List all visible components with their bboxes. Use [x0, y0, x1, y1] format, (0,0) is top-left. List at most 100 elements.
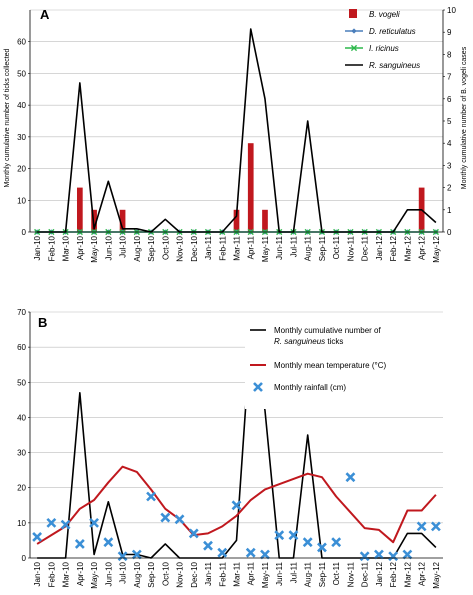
panel-b-x-tick-label: May-11	[261, 561, 270, 588]
panel-a-x-tick-label: Dec-11	[361, 235, 370, 261]
panel-a-x-tick-label: Jan-11	[204, 235, 213, 259]
panel-b-point-rainfall	[203, 540, 213, 551]
panel-a-x-tick-label: Sep-10	[147, 235, 156, 261]
panel-b-y-tick-label: 60	[17, 343, 26, 352]
panel-b-rainfall-points	[32, 472, 441, 562]
panel-b-point-rainfall	[373, 549, 384, 560]
panel-a-y2-tick-label: 0	[447, 228, 452, 237]
panel-b-y-tick-label: 20	[17, 484, 26, 493]
panel-b-x-tick-label: Dec-11	[361, 561, 370, 587]
panel-b-point-rainfall	[89, 517, 100, 528]
panel-b-x-tick-label: Oct-11	[332, 561, 341, 585]
panel-a-y2-tick-label: 2	[447, 184, 452, 193]
panel-b-x-tick-label: Jan-10	[33, 561, 42, 586]
panel-b-x-tick-label: Mar-10	[62, 561, 71, 587]
panel-b-x-tick-label: Dec-10	[190, 561, 199, 587]
panel-a-axes	[28, 9, 445, 233]
panel-a-y-tick-label: 60	[17, 38, 26, 47]
panel-a-y-tick-label: 10	[17, 196, 26, 205]
panel-a-x-tick-label: Apr-12	[418, 235, 427, 260]
panel-b-y-tick-label: 50	[17, 378, 26, 387]
panel-b-point-rainfall	[416, 521, 427, 532]
panel-a-x-tick-label: Jan-10	[33, 235, 42, 260]
panel-b-x-tick-label: Sep-11	[318, 561, 327, 587]
panel-b-x-tick-label: Feb-12	[389, 561, 398, 587]
panel-b-x-tick-label: Jul-10	[119, 561, 128, 583]
panel-b-point-rainfall	[260, 549, 270, 560]
panel-a-x-tick-label: Aug-11	[304, 235, 313, 261]
panel-b-legend-label-line2: R. sanguineus ticks	[274, 337, 343, 346]
panel-b-legend-marker	[253, 382, 263, 392]
panel-b-point-rainfall	[103, 537, 114, 548]
panel-a-legend-label: D. reticulatus	[369, 27, 416, 36]
panel-a-y2-tick-label: 3	[447, 161, 452, 170]
panel-b-y-tick-label: 10	[17, 519, 26, 528]
panel-b-point-rainfall	[288, 530, 299, 541]
panel-a-y2-tick-label: 4	[447, 139, 452, 148]
panel-b-axes	[28, 311, 443, 559]
panel-a-x-tick-label: Feb-12	[389, 235, 398, 261]
panel-b-point-rainfall	[245, 547, 256, 558]
panel-b-point-rainfall	[131, 549, 142, 560]
panel-a-y2-tick-label: 5	[447, 117, 452, 126]
panel-b-y-tick-label: 0	[22, 554, 27, 563]
panel-a-x-tick-label: Oct-11	[332, 235, 341, 259]
panel-b-x-tick-label: Aug-11	[304, 561, 313, 587]
panel-a-x-tick-label: Jun-11	[275, 235, 284, 259]
panel-a-legend: B. vogeli D. reticulatus I. ricinus R. sang…	[345, 9, 420, 70]
panel-a-x-tick-label: Feb-11	[218, 235, 227, 260]
panel-a-x-tick-label: Jun-10	[104, 235, 113, 260]
panel-b-x-tick-label: Sep-10	[147, 561, 156, 587]
panel-a-gridlines	[30, 9, 443, 201]
panel-b-point-rainfall	[359, 551, 370, 562]
panel-a-x-tick-label: May-10	[90, 235, 99, 262]
panel-b-x-tick-label: Jul-11	[289, 561, 298, 583]
panel-b-legend-label: Monthly mean temperature (°C)	[274, 361, 386, 370]
panel-b-point-rainfall	[117, 551, 128, 562]
panel-b-x-tick-label: Mar-12	[403, 561, 412, 587]
panel-b-x-tick-label: Mar-11	[233, 561, 242, 586]
panel-b-x-tick-label: Apr-10	[76, 561, 85, 586]
panel-a-x-tick-label: Jul-11	[289, 235, 298, 257]
panel-b-point-rainfall	[430, 521, 441, 532]
panel-b-x-tick-label: Feb-10	[47, 561, 56, 587]
panel-a-x-tick-label: Jul-10	[119, 235, 128, 257]
panel-a-y-tick-label: 20	[17, 165, 26, 174]
panel-a-chart: 0 10 20 30 40 50 60 0 1 2 3 4 5 6 7 8 9 10 Jan-10 Feb-10 M…	[4, 6, 468, 263]
panel-b-x-tick-label: Nov-11	[346, 561, 355, 587]
panel-b-point-rainfall	[217, 547, 228, 558]
panel-a-x-tick-label: Apr-10	[76, 235, 85, 260]
panel-a-x-tick-label: Nov-11	[346, 235, 355, 261]
panel-a-bar	[233, 209, 240, 232]
panel-b-point-rainfall	[60, 519, 71, 530]
panel-a-lines	[34, 28, 439, 236]
panel-b-chart: 0 10 20 30 40 50 60 70 Jan-10 Feb-10 Mar-10 Apr-10…	[17, 308, 445, 589]
panel-b-point-rainfall	[231, 500, 242, 511]
panel-a-x-tick-labels: Jan-10 Feb-10 Mar-10 Apr-10 May-10 Jun-10 Jul-…	[33, 235, 441, 262]
panel-b-x-tick-label: Jun-11	[275, 561, 284, 585]
panel-a-y2-tick-label: 6	[447, 95, 452, 104]
panel-b-x-tick-label: Aug-10	[133, 561, 142, 587]
panel-a-legend-label: I. ricinus	[369, 44, 399, 53]
panel-a-right-tick-labels: 0 1 2 3 4 5 6 7 8 9 10	[447, 6, 456, 237]
panel-a-bars	[76, 143, 425, 232]
panel-b-y-tick-label: 70	[17, 308, 26, 317]
panel-b-legend-label: Monthly cumulative number of	[274, 326, 381, 335]
panel-a-line-r-sanguineus	[37, 28, 437, 233]
panel-b-x-tick-label: May-12	[432, 561, 441, 588]
panel-b-line-temperature	[36, 465, 437, 545]
panel-a-bar	[76, 187, 83, 232]
panel-b-point-rainfall	[345, 472, 356, 483]
panel-a-bar	[119, 209, 126, 232]
panel-b-legend-label: Monthly rainfall (cm)	[274, 383, 346, 392]
panel-a-bar	[262, 209, 268, 232]
panel-a-y2-tick-label: 10	[447, 6, 456, 15]
panel-a-y-tick-label: 50	[17, 69, 26, 78]
panel-a-y2-tick-label: 1	[447, 206, 452, 215]
panel-a-y2-tick-label: 8	[447, 50, 452, 59]
panel-a-x-tick-label: May-12	[432, 235, 441, 262]
panel-b-point-rainfall	[331, 537, 342, 548]
panel-b-point-rainfall	[317, 542, 327, 553]
panel-b-x-tick-label: May-10	[90, 561, 99, 588]
panel-b-legend-background	[245, 313, 445, 409]
